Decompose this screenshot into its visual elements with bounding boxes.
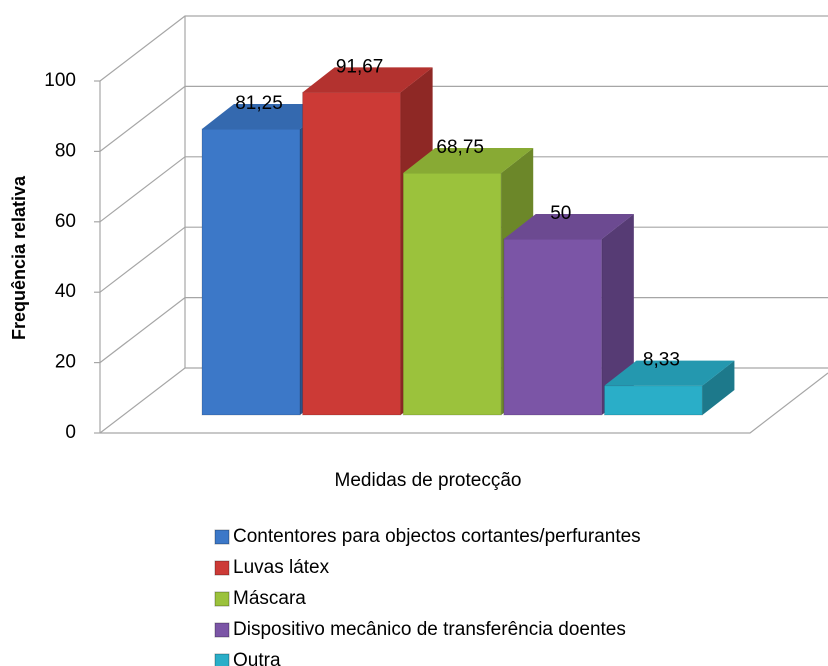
bar-top-shade [403,148,534,173]
bar-side-shade [702,360,735,415]
data-label: 50 [550,203,571,224]
x-axis-title: Medidas de protecção [335,470,522,491]
data-label: 81,25 [235,93,283,114]
bar-top-shade [202,104,332,129]
bar-top [202,104,332,129]
bar-top [604,360,735,386]
grid-line [99,15,828,82]
grid-line [99,156,828,223]
bar-side-shade [601,214,634,415]
y-axis-title: Frequência relativa [9,175,29,340]
y-tick-label: 0 [65,422,76,443]
y-tick-label: 20 [55,352,76,373]
legend-swatch [214,529,230,545]
data-label: 91,67 [336,56,384,77]
legend-label: Máscara [233,588,306,609]
floor-edge [100,372,828,434]
y-tick-label: 80 [55,140,76,161]
legend-label: Contentores para objectos cortantes/perf… [233,526,641,547]
y-tick-label: 100 [44,70,76,91]
legend-label: Dispositivo mecânico de transferência do… [233,619,626,640]
bar-top [403,148,534,173]
y-tick-label: 40 [55,281,76,302]
bar-top [302,67,433,93]
legend-swatch [214,653,230,666]
bar [503,238,603,416]
bar-top [503,214,634,239]
bar-top-shade [503,214,634,239]
data-label: 8,33 [643,350,680,371]
bar-side [601,214,634,415]
bar [201,128,301,416]
legend-label: Luvas látex [233,557,330,578]
bar [603,385,703,416]
bar-top-shade [302,67,433,93]
legend-label: Outra [233,650,281,666]
grid-line [99,85,828,152]
legend-swatch [214,591,230,607]
bar [302,91,402,416]
legend-swatch [214,560,230,576]
bar-top-shade [604,360,735,386]
bar-side [702,360,735,415]
bar [402,172,502,416]
data-label: 68,75 [436,137,484,158]
legend-swatch [214,622,230,638]
y-tick-label: 60 [55,211,76,232]
